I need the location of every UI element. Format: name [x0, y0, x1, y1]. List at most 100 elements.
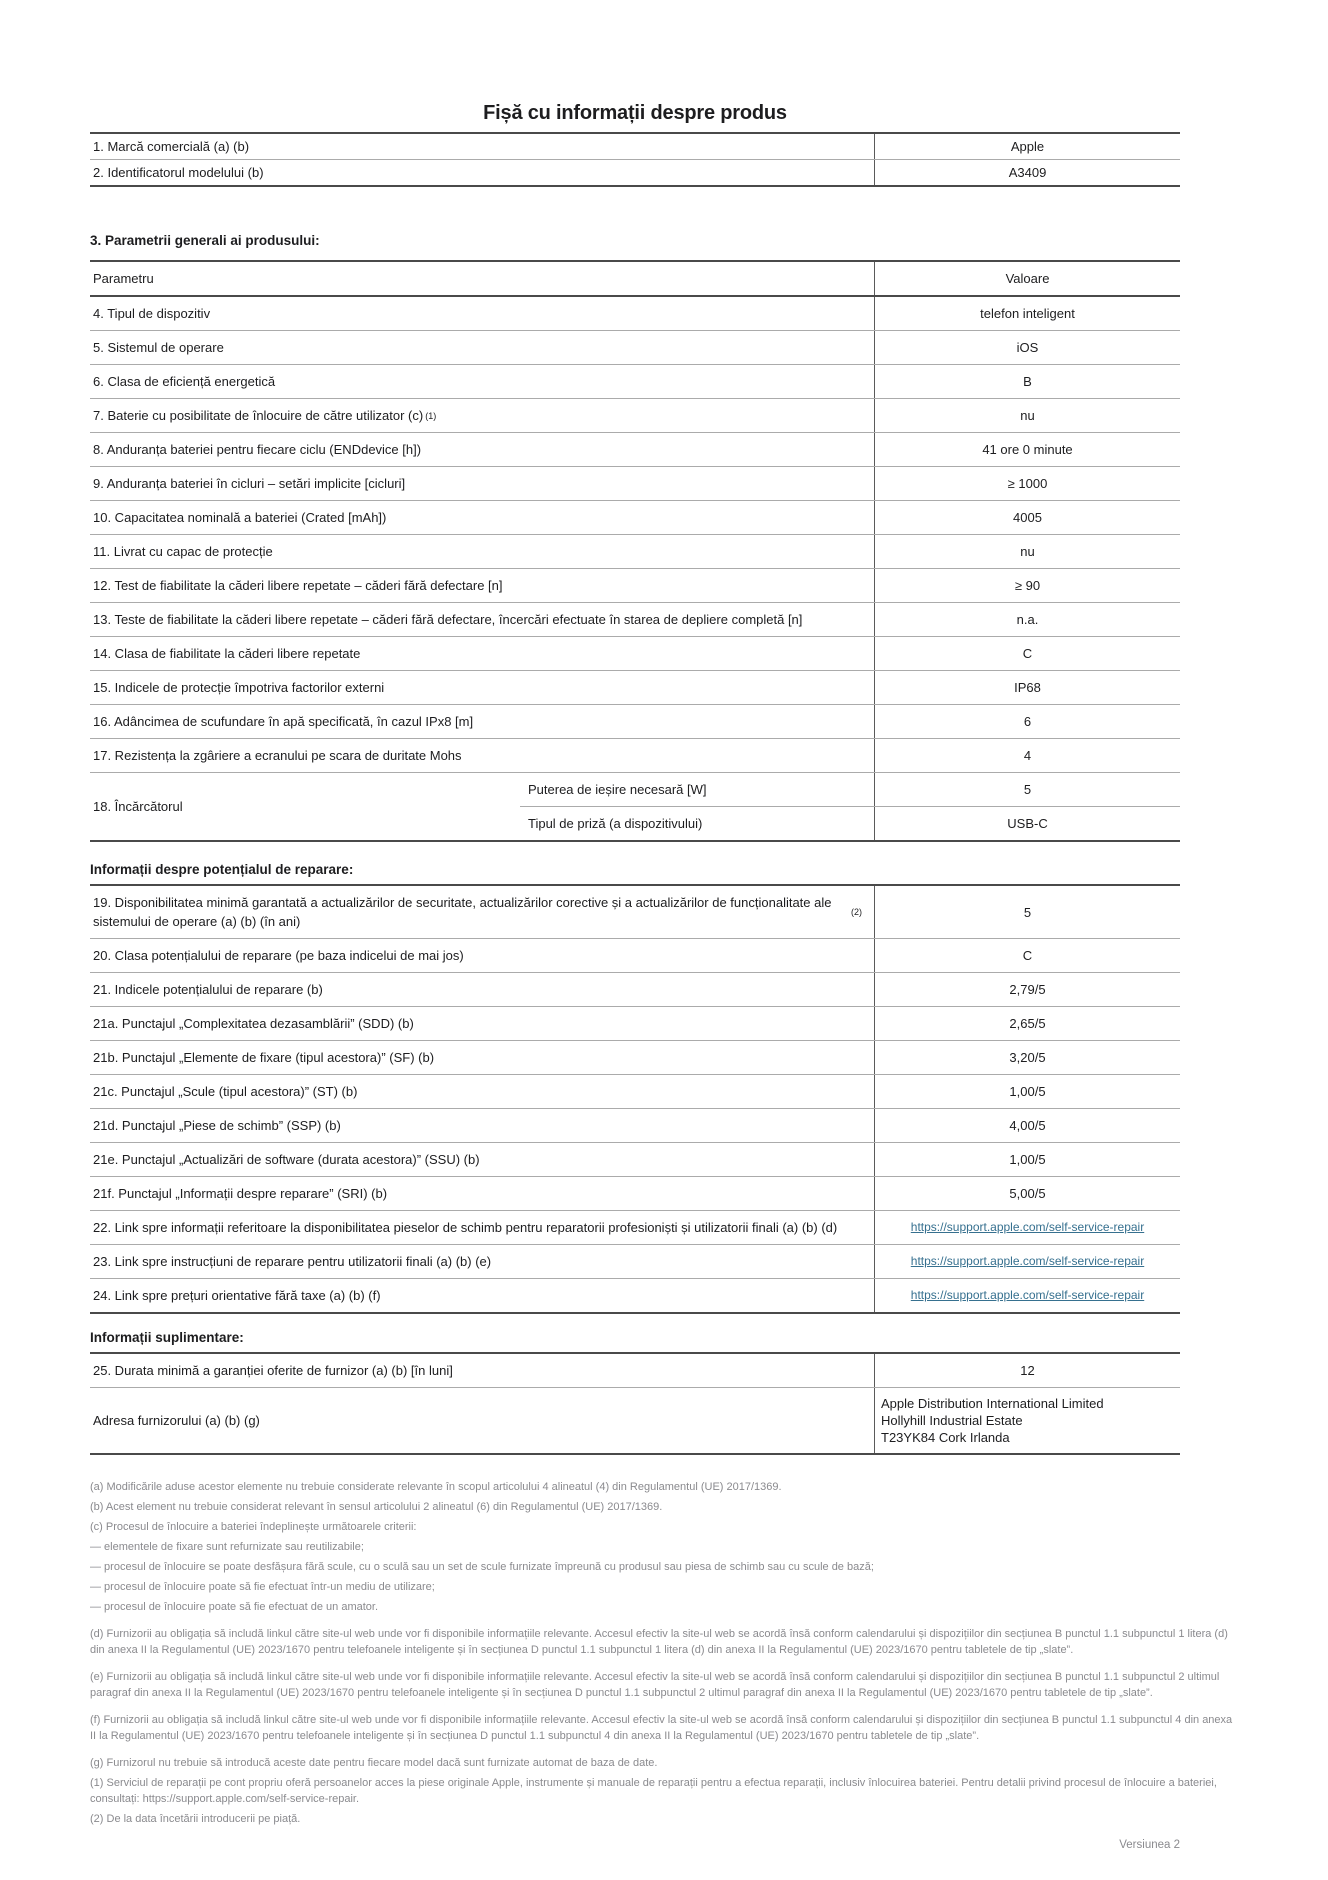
param-label: 4. Tipul de dispozitiv	[90, 297, 875, 330]
param-value: 4,00/5	[1009, 1118, 1046, 1133]
section-additional-heading: Informații suplimentare:	[90, 1330, 244, 1345]
param-value: Apple	[1010, 139, 1045, 154]
address-line: Hollyhill Industrial Estate	[881, 1413, 1023, 1428]
param-value: https://support.apple.com/self-service-r…	[875, 1211, 1180, 1244]
param-label: 21. Indicele potențialului de reparare (…	[90, 973, 875, 1006]
param-label: 23. Link spre instrucțiuni de reparare p…	[90, 1245, 875, 1278]
table-row: 23. Link spre instrucțiuni de reparare p…	[90, 1245, 1180, 1279]
table-row: 5. Sistemul de operare iOS	[90, 331, 1180, 365]
param-value: n.a.	[1016, 612, 1039, 627]
param-value: 6	[1023, 714, 1032, 729]
param-value: 2,65/5	[1009, 1016, 1046, 1031]
repair-potential-table: 19. Disponibilitatea minimă garantată a …	[90, 884, 1180, 1314]
param-label-text: 21a. Punctajul „Complexitatea dezasamblă…	[93, 1016, 414, 1031]
param-label-text: 16. Adâncimea de scufundare în apă speci…	[93, 714, 474, 729]
param-label-text: 18. Încărcătorul	[93, 799, 183, 814]
param-value: iOS	[1016, 340, 1039, 355]
table-row: 21f. Punctajul „Informații despre repara…	[90, 1177, 1180, 1211]
param-label: 5. Sistemul de operare	[90, 331, 875, 364]
table-row: 10. Capacitatea nominală a bateriei (Cra…	[90, 501, 1180, 535]
param-label: 13. Teste de fiabilitate la căderi liber…	[90, 603, 875, 636]
param-value: nu	[1020, 408, 1035, 423]
param-value: ≥ 1000	[1007, 476, 1048, 491]
param-label-text: 9. Anduranța bateriei în cicluri – setăr…	[93, 476, 406, 491]
table-row: 21c. Punctajul „Scule (tipul acestora)” …	[90, 1075, 1180, 1109]
param-label: 19. Disponibilitatea minimă garantată a …	[90, 886, 875, 938]
param-label-text: 1. Marcă comercială (a) (b)	[93, 139, 250, 154]
param-value: 5,00/5	[1009, 1186, 1046, 1201]
footnotes: (a) Modificările aduse acestor elemente …	[90, 1479, 1240, 1827]
param-value: 5	[1023, 904, 1032, 920]
param-label: Adresa furnizorului (a) (b) (g)	[90, 1388, 875, 1453]
table-row: 20. Clasa potențialului de reparare (pe …	[90, 939, 1180, 973]
param-label-text: 12. Test de fiabilitate la căderi libere…	[93, 578, 503, 593]
param-label-text: 15. Indicele de protecție împotriva fact…	[93, 680, 385, 695]
footnote: (g) Furnizorul nu trebuie să introducă a…	[90, 1757, 658, 1769]
footnote: (d) Furnizorii au obligația să includă l…	[90, 1628, 1228, 1656]
param-label: 9. Anduranța bateriei în cicluri – setăr…	[90, 467, 875, 500]
support-link[interactable]: https://support.apple.com/self-service-r…	[910, 1254, 1145, 1268]
sub-param-label: Puterea de ieșire necesară [W]	[520, 773, 875, 806]
table-row: 8. Anduranța bateriei pentru fiecare cic…	[90, 433, 1180, 467]
table-row: 22. Link spre informații referitoare la …	[90, 1211, 1180, 1245]
param-label: 1. Marcă comercială (a) (b)	[90, 134, 875, 159]
param-value: 1,00/5	[1009, 1084, 1046, 1099]
version-label: Versiunea 2	[1119, 1839, 1180, 1851]
param-label: 16. Adâncimea de scufundare în apă speci…	[90, 705, 875, 738]
table-row: 21b. Punctajul „Elemente de fixare (tipu…	[90, 1041, 1180, 1075]
charger-subrows: Puterea de ieșire necesară [W] 5 Tipul de …	[520, 773, 1180, 840]
footnote: — procesul de înlocuire poate să fie efe…	[90, 1581, 435, 1593]
column-header-parametru: Parametru	[90, 262, 875, 295]
param-label-text: 21. Indicele potențialului de reparare (…	[93, 982, 323, 997]
param-label-text: 7. Baterie cu posibilitate de înlocuire …	[93, 408, 424, 423]
section-repair-heading: Informații despre potențialul de reparar…	[90, 862, 354, 877]
table-row: 7. Baterie cu posibilitate de înlocuire …	[90, 399, 1180, 433]
param-label: 25. Durata minimă a garanției oferite de…	[90, 1354, 875, 1387]
param-label: 8. Anduranța bateriei pentru fiecare cic…	[90, 433, 875, 466]
brand-model-table: 1. Marcă comercială (a) (b) Apple 2. Ident…	[90, 132, 1180, 187]
table-row: 1. Marcă comercială (a) (b) Apple	[90, 134, 1180, 160]
footnote: (e) Furnizorii au obligația să includă l…	[90, 1671, 1220, 1699]
table-row: 15. Indicele de protecție împotriva fact…	[90, 671, 1180, 705]
table-row: 21d. Punctajul „Piese de schimb” (SSP) (…	[90, 1109, 1180, 1143]
param-label: 24. Link spre prețuri orientative fără t…	[90, 1279, 875, 1312]
table-row: 2. Identificatorul modelului (b) A3409	[90, 160, 1180, 185]
param-label-text: 20. Clasa potențialului de reparare (pe …	[93, 948, 464, 963]
footnote: — procesul de înlocuire poate să fie efe…	[90, 1601, 379, 1613]
param-label-text: 21e. Punctajul „Actualizări de software …	[93, 1152, 480, 1167]
param-label-text: 21f. Punctajul „Informații despre repara…	[93, 1186, 388, 1201]
support-link[interactable]: https://support.apple.com/self-service-r…	[910, 1288, 1145, 1302]
footnote: (1) Serviciul de reparații pe cont propr…	[90, 1777, 1217, 1805]
param-label-text: 22. Link spre informații referitoare la …	[93, 1220, 838, 1235]
address-line: Apple Distribution International Limited	[881, 1396, 1104, 1411]
param-label-text: 13. Teste de fiabilitate la căderi liber…	[93, 612, 803, 627]
table-row: 21. Indicele potențialului de reparare (…	[90, 973, 1180, 1007]
table-row: 19. Disponibilitatea minimă garantată a …	[90, 886, 1180, 939]
param-value: 41 ore 0 minute	[982, 442, 1073, 457]
param-label-text: 14. Clasa de fiabilitate la căderi liber…	[93, 646, 361, 661]
footnote: (2) De la data încetării introducerii pe…	[90, 1813, 301, 1825]
param-label-text: 6. Clasa de eficiență energetică	[93, 374, 276, 389]
param-label-text: 4. Tipul de dispozitiv	[93, 306, 211, 321]
param-label: 18. Încărcătorul	[90, 773, 520, 840]
table-row: 6. Clasa de eficiență energetică B	[90, 365, 1180, 399]
param-value: 5	[1023, 782, 1032, 797]
param-value: USB-C	[1007, 816, 1048, 831]
table-row: 24. Link spre prețuri orientative fără t…	[90, 1279, 1180, 1312]
param-label-text: 21b. Punctajul „Elemente de fixare (tipu…	[93, 1050, 435, 1065]
table-row: 21e. Punctajul „Actualizări de software …	[90, 1143, 1180, 1177]
footnote: (a) Modificările aduse acestor elemente …	[90, 1481, 782, 1493]
param-label-text: 23. Link spre instrucțiuni de reparare p…	[93, 1254, 492, 1269]
charger-subrow: Tipul de priză (a dispozitivului) USB-C	[520, 806, 1180, 840]
support-link[interactable]: https://support.apple.com/self-service-r…	[910, 1220, 1145, 1234]
param-label-text: 11. Livrat cu capac de protecție	[93, 544, 273, 559]
param-value: ≥ 90	[1014, 578, 1041, 593]
param-label-text: 21c. Punctajul „Scule (tipul acestora)” …	[93, 1084, 358, 1099]
param-label-text: 17. Rezistența la zgâriere a ecranului p…	[93, 748, 462, 763]
param-label: 2. Identificatorul modelului (b)	[90, 160, 875, 185]
table-row: 12. Test de fiabilitate la căderi libere…	[90, 569, 1180, 603]
param-label-text: Adresa furnizorului (a) (b) (g)	[93, 1413, 260, 1428]
param-value: C	[1022, 948, 1033, 963]
page-title: Fișă cu informații despre produs	[483, 102, 787, 124]
table-row: 25. Durata minimă a garanției oferite de…	[90, 1354, 1180, 1388]
